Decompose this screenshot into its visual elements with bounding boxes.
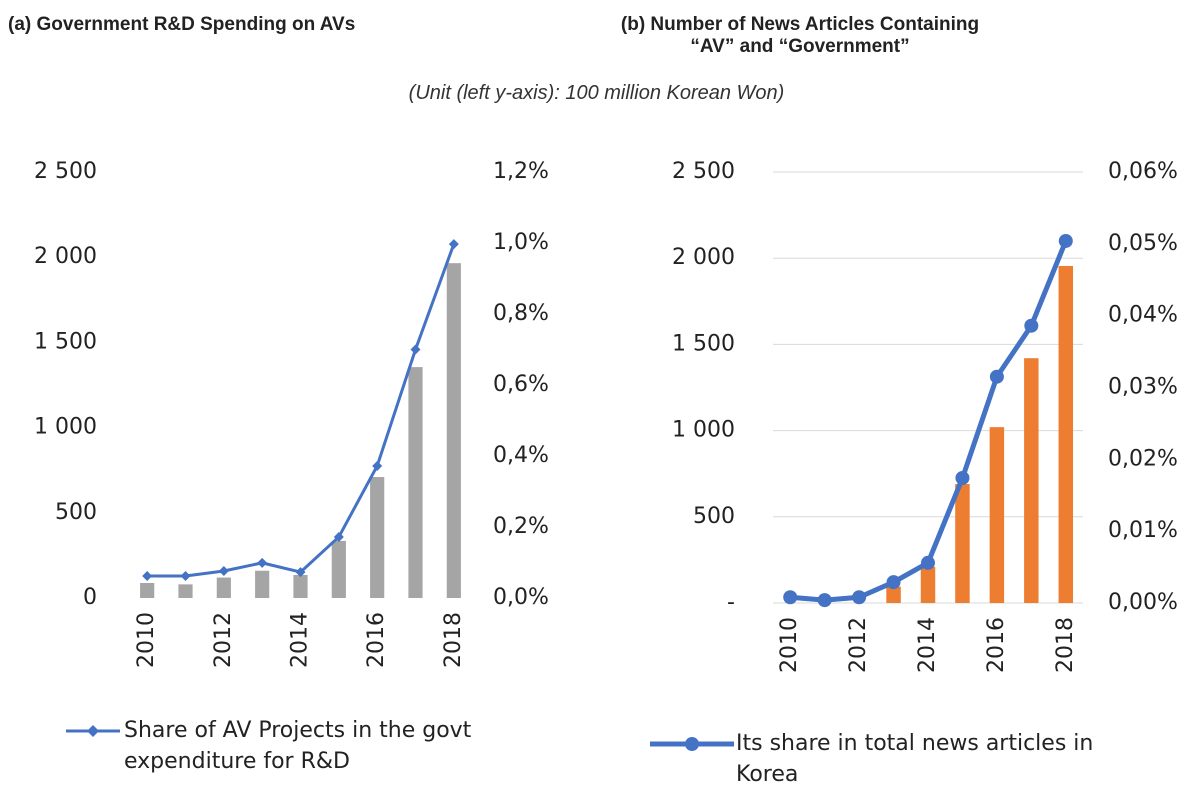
bar [255,570,270,598]
marker [921,555,935,570]
y2-tick-label: 0,8% [493,301,549,326]
y2-tick-label: 0,4% [493,443,549,468]
marker [257,557,268,568]
y-tick-label: 500 [55,500,97,525]
line [147,243,456,578]
x-tick-label: 2018 [1053,617,1078,673]
y2-tick-label: 0,03% [1108,375,1178,400]
y2-tick-label: 0,2% [493,514,549,539]
marker [989,369,1004,384]
y-tick-label: 2 500 [34,159,97,184]
bar [293,574,308,598]
marker [180,570,191,581]
x-tick-label: 2016 [364,612,389,668]
bar [408,367,423,598]
bar [370,477,385,598]
y2-tick-label: 0,0% [493,585,549,610]
x-tick-label: 2012 [211,612,236,668]
marker [1024,318,1039,333]
y2-tick-label: 1,2% [493,159,549,184]
marker [333,531,344,542]
y2-tick-label: 0,02% [1108,446,1178,471]
bar [886,586,901,603]
y-tick-label: 0 [83,585,97,610]
x-tick-label: 2018 [441,612,466,668]
legend-label: Its share in total news articles in Kore… [736,731,1094,787]
bar [1024,358,1039,603]
chart-title: (a) Government R&D Spending on AVs [8,14,356,35]
x-tick-label: 2012 [846,617,871,673]
x-tick-label: 2014 [288,612,313,668]
y-tick-label: 1 500 [34,329,97,354]
y2-tick-label: 0,6% [493,372,549,397]
bar [955,484,970,603]
bar [446,263,461,598]
marker [852,590,867,605]
bar [989,427,1005,603]
y2-tick-label: 0,06% [1108,159,1178,184]
y2-tick-label: 0,00% [1108,590,1178,615]
marker [886,575,901,590]
bar [140,583,155,598]
x-tick-label: 2016 [984,617,1009,673]
marker [448,239,459,250]
marker [410,344,421,355]
marker [955,471,970,486]
legend: Its share in total news articles in Kore… [650,728,1136,787]
y-tick-label: 2 000 [672,245,735,270]
bar [1058,265,1074,603]
marker [142,570,153,581]
marker [783,590,798,605]
bar [331,540,346,598]
y-tick-label: 500 [693,504,735,529]
y-tick-label: 1 000 [672,418,735,443]
marker [817,593,832,608]
marker [218,566,229,577]
y2-tick-label: 1,0% [493,230,549,255]
y-tick-label: 1 000 [34,415,97,440]
y-tick-label: 2 500 [672,159,735,184]
y2-tick-label: 0,04% [1108,303,1178,328]
legend-swatch [66,725,120,737]
y-tick-label: - [727,590,735,615]
legend-label: Share of AV Projects in the govt expendi… [124,718,472,774]
x-tick-label: 2014 [915,617,940,673]
marker [372,460,383,471]
y2-tick-label: 0,01% [1108,518,1178,543]
marker [1058,233,1073,248]
x-tick-label: 2010 [134,612,159,668]
chart-title: (b) Number of News Articles Containing “… [620,14,980,57]
marker [295,567,306,578]
bar [920,566,936,603]
x-tick-label: 2010 [777,617,802,673]
bar [178,584,193,598]
subtitle: (Unit (left y-axis): 100 million Korean … [408,82,785,104]
y-tick-label: 1 500 [672,331,735,356]
legend-swatch [650,737,734,751]
bar [216,577,231,598]
legend: Share of AV Projects in the govt expendi… [66,715,544,777]
y2-tick-label: 0,05% [1108,231,1178,256]
y-tick-label: 2 000 [34,244,97,269]
